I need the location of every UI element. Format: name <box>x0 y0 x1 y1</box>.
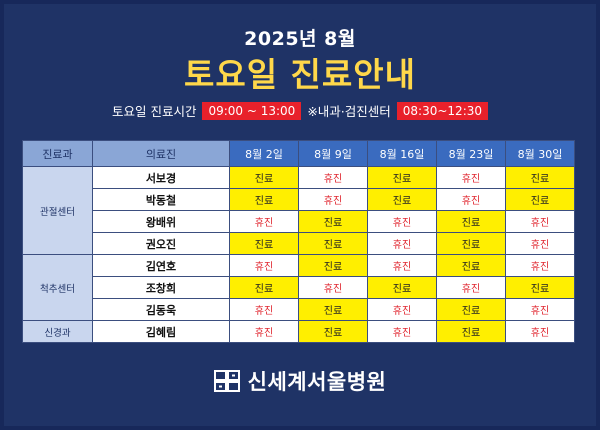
header-row: 진료과 의료진 8월 2일 8월 9일 8월 16일 8월 23일 8월 30일 <box>22 140 575 167</box>
table-row: 권오진 진료 진료 휴진 진료 휴진 <box>23 232 575 255</box>
schedule-table: 진료과 의료진 8월 2일 8월 9일 8월 16일 8월 23일 8월 30일… <box>22 140 575 343</box>
header-date: 8월 23일 <box>436 140 506 167</box>
table-row: 왕배위 휴진 진료 휴진 진료 휴진 <box>23 210 575 233</box>
status-open-cell: 진료 <box>229 188 299 211</box>
hours-time-badge: 09:00 ~ 13:00 <box>202 101 302 120</box>
status-open-cell: 진료 <box>436 210 506 233</box>
hours-label: 토요일 진료시간 <box>111 104 197 119</box>
status-open-cell: 진료 <box>229 276 299 299</box>
dept-cell: 척추센터 <box>22 254 93 321</box>
status-closed-cell: 휴진 <box>505 320 575 343</box>
dept-cell: 관절센터 <box>22 166 93 255</box>
status-open-cell: 진료 <box>436 298 506 321</box>
status-open-cell: 진료 <box>505 188 575 211</box>
hours-note: ※내과·검진센터 <box>307 104 391 119</box>
doctor-name-cell: 권오진 <box>92 232 230 255</box>
status-closed-cell: 휴진 <box>229 210 299 233</box>
header-date: 8월 16일 <box>367 140 437 167</box>
status-open-cell: 진료 <box>367 188 437 211</box>
status-closed-cell: 휴진 <box>298 166 368 189</box>
doctor-name-cell: 왕배위 <box>92 210 230 233</box>
status-closed-cell: 휴진 <box>436 166 506 189</box>
header-date: 8월 9일 <box>298 140 368 167</box>
doctor-name-cell: 김동욱 <box>92 298 230 321</box>
hospital-name: 신세계서울병원 <box>247 370 387 394</box>
status-open-cell: 진료 <box>298 210 368 233</box>
status-open-cell: 진료 <box>229 166 299 189</box>
status-closed-cell: 휴진 <box>229 298 299 321</box>
status-closed-cell: 휴진 <box>436 276 506 299</box>
status-closed-cell: 휴진 <box>367 298 437 321</box>
status-open-cell: 진료 <box>505 166 575 189</box>
status-open-cell: 진료 <box>367 166 437 189</box>
status-closed-cell: 휴진 <box>367 254 437 277</box>
doctor-name-cell: 김연호 <box>92 254 230 277</box>
page-headline: 토요일 진료안내 <box>183 55 416 94</box>
status-closed-cell: 휴진 <box>367 210 437 233</box>
status-closed-cell: 휴진 <box>229 320 299 343</box>
hospital-logo-icon <box>213 370 240 392</box>
schedule-body: 관절센터 서보경 진료 휴진 진료 휴진 진료 박동철 진료 휴진 진료 휴진 진료 왕배위 휴진 진료 휴진 진… <box>22 166 575 343</box>
status-closed-cell: 휴진 <box>367 232 437 255</box>
header-doctor: 의료진 <box>92 140 230 167</box>
status-open-cell: 진료 <box>298 298 368 321</box>
status-closed-cell: 휴진 <box>298 276 368 299</box>
table-row: 김동욱 휴진 진료 휴진 진료 휴진 <box>23 298 575 321</box>
header-dept: 진료과 <box>22 140 93 167</box>
year-month-title: 2025년 8월 <box>244 28 356 50</box>
table-row: 신경과 김혜림 휴진 진료 휴진 진료 휴진 <box>22 320 575 343</box>
status-closed-cell: 휴진 <box>367 320 437 343</box>
status-closed-cell: 휴진 <box>505 232 575 255</box>
footer: 신세계서울병원 <box>0 366 600 396</box>
schedule-table-wrap: 진료과 의료진 8월 2일 8월 9일 8월 16일 8월 23일 8월 30일… <box>22 140 575 343</box>
status-open-cell: 진료 <box>505 276 575 299</box>
status-open-cell: 진료 <box>298 232 368 255</box>
status-open-cell: 진료 <box>436 320 506 343</box>
dept-cell: 신경과 <box>22 320 93 343</box>
table-row: 박동철 진료 휴진 진료 휴진 진료 <box>23 188 575 211</box>
status-open-cell: 진료 <box>436 254 506 277</box>
status-open-cell: 진료 <box>298 320 368 343</box>
doctor-name-cell: 조창희 <box>92 276 230 299</box>
header-date: 8월 2일 <box>229 140 299 167</box>
table-row: 척추센터 김연호 휴진 진료 휴진 진료 휴진 <box>22 254 575 321</box>
header-date: 8월 30일 <box>505 140 575 167</box>
status-closed-cell: 휴진 <box>505 210 575 233</box>
table-row: 조창희 진료 휴진 진료 휴진 진료 <box>23 276 575 299</box>
doctor-name-cell: 박동철 <box>92 188 230 211</box>
status-closed-cell: 휴진 <box>505 298 575 321</box>
hours-note-time-badge: 08:30~12:30 <box>396 101 488 120</box>
status-closed-cell: 휴진 <box>505 254 575 277</box>
doctor-name-cell: 김혜림 <box>92 320 230 343</box>
status-open-cell: 진료 <box>436 232 506 255</box>
status-open-cell: 진료 <box>298 254 368 277</box>
status-open-cell: 진료 <box>229 232 299 255</box>
saturday-hours-row: 토요일 진료시간 09:00 ~ 13:00 ※내과·검진센터 08:30~12… <box>0 101 600 120</box>
status-closed-cell: 휴진 <box>436 188 506 211</box>
doctor-name-cell: 서보경 <box>92 166 230 189</box>
status-closed-cell: 휴진 <box>298 188 368 211</box>
status-open-cell: 진료 <box>367 276 437 299</box>
status-closed-cell: 휴진 <box>229 254 299 277</box>
table-row: 관절센터 서보경 진료 휴진 진료 휴진 진료 <box>22 166 575 255</box>
